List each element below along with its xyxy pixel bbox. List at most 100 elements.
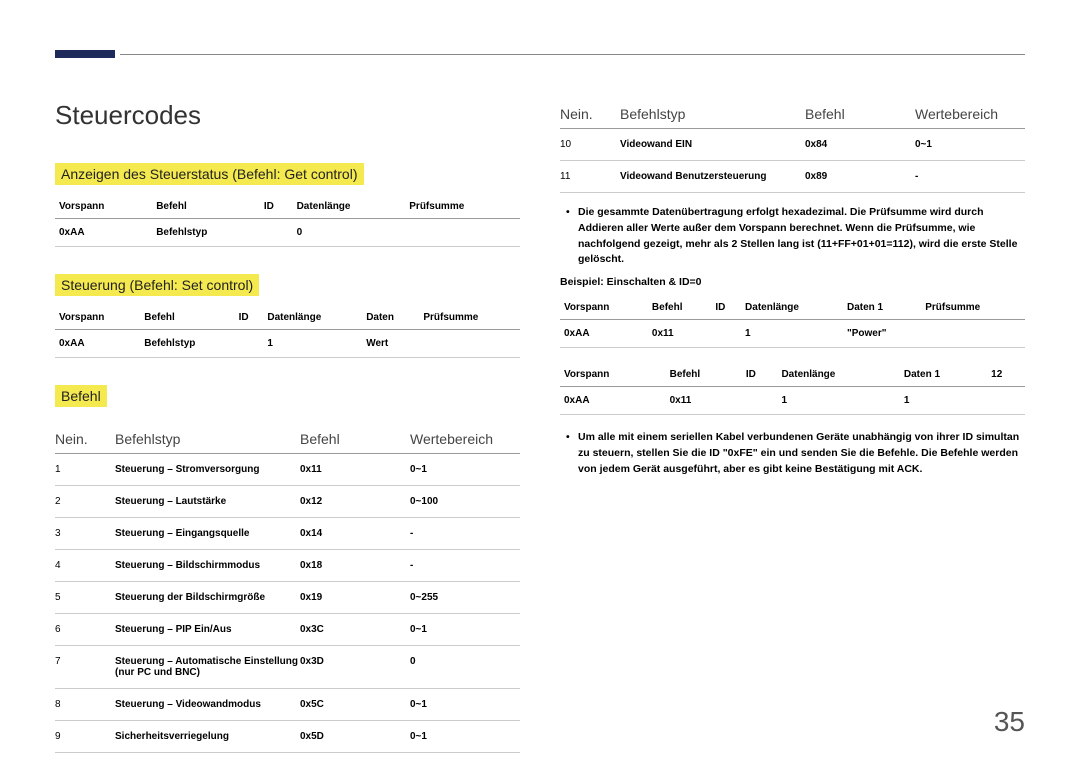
cmd-code: 0x5C [300, 699, 410, 710]
cmd-n: 9 [55, 731, 115, 742]
cmd-head-range: Wertebereich [915, 106, 1025, 122]
note1: Die gesammte Datenübertragung erfolgt he… [560, 205, 1025, 268]
td: 0x11 [666, 387, 742, 415]
cmd-code: 0x11 [300, 464, 410, 475]
cmd-type: Steuerung – Automatische Einstellung (nu… [115, 656, 300, 678]
cmd-section-heading: Befehl [55, 385, 107, 407]
cmd-code: 0x18 [300, 560, 410, 571]
th: Vorspann [560, 296, 648, 320]
th: ID [235, 306, 264, 330]
th: Daten [362, 306, 419, 330]
cmd-head-type: Befehlstyp [115, 431, 300, 447]
td [987, 387, 1025, 415]
th: 12 [987, 363, 1025, 387]
th: Prüfsumme [405, 195, 520, 219]
cmd-head-nein: Nein. [560, 106, 620, 122]
cmd-range: 0~100 [410, 496, 520, 507]
td [711, 320, 741, 348]
cmd-code: 0x14 [300, 528, 410, 539]
cmd-code: 0x3D [300, 656, 410, 678]
cmd-range: - [915, 171, 1025, 182]
cmd-code: 0x3C [300, 624, 410, 635]
td: 0xAA [560, 320, 648, 348]
th: Vorspann [560, 363, 666, 387]
cmd-code: 0x84 [805, 139, 915, 150]
td: 0 [293, 219, 406, 247]
th: Datenlänge [741, 296, 843, 320]
cmd-code: 0x19 [300, 592, 410, 603]
cmd-type: Videowand EIN [620, 139, 805, 150]
cmd-n: 10 [560, 139, 620, 150]
cmd-range: 0~1 [410, 624, 520, 635]
cmd-header-row-right: Nein. Befehlstyp Befehl Wertebereich [560, 100, 1025, 129]
cmd-n: 7 [55, 656, 115, 678]
cmd-type: Steuerung der Bildschirmgröße [115, 592, 300, 603]
cmd-n: 11 [560, 171, 620, 182]
cmd-head-type: Befehlstyp [620, 106, 805, 122]
section2-heading: Steuerung (Befehl: Set control) [55, 274, 259, 296]
page-number: 35 [994, 706, 1025, 738]
example2-table: Vorspann Befehl ID Datenlänge Daten 1 12… [560, 363, 1025, 415]
cmd-n: 2 [55, 496, 115, 507]
th: Befehl [666, 363, 742, 387]
td: 0xAA [560, 387, 666, 415]
cmd-code: 0x5D [300, 731, 410, 742]
cmd-head-befehl: Befehl [300, 431, 410, 447]
td [405, 219, 520, 247]
td: 1 [777, 387, 899, 415]
td: Befehlstyp [152, 219, 260, 247]
cmd-type: Sicherheitsverriegelung [115, 731, 300, 742]
cmd-row: 7Steuerung – Automatische Einstellung (n… [55, 646, 520, 689]
cmd-head-nein: Nein. [55, 431, 115, 447]
cmd-type: Steuerung – Videowandmodus [115, 699, 300, 710]
cmd-range: 0 [410, 656, 520, 678]
cmd-n: 8 [55, 699, 115, 710]
td: 0xAA [55, 219, 152, 247]
cmd-type: Steuerung – PIP Ein/Aus [115, 624, 300, 635]
example1-table: Vorspann Befehl ID Datenlänge Daten 1 Pr… [560, 296, 1025, 348]
cmds-left-body: 1Steuerung – Stromversorgung0x110~1 2 Steu… [55, 454, 520, 753]
cmd-row: 5Steuerung der Bildschirmgröße0x190~255 [55, 582, 520, 614]
cmd-n: 1 [55, 464, 115, 475]
cmd-row: 6Steuerung – PIP Ein/Aus0x3C0~1 [55, 614, 520, 646]
cmd-n: 3 [55, 528, 115, 539]
td: Wert [362, 330, 419, 358]
td [235, 330, 264, 358]
td [921, 320, 1025, 348]
cmd-row: 2Steuerung – Lautstärke0x120~100 [55, 486, 520, 518]
cmd-row: 1Steuerung – Stromversorgung0x110~1 [55, 454, 520, 486]
cmd-header-row: Nein. Befehlstyp Befehl Wertebereich [55, 425, 520, 454]
cmd-n: 6 [55, 624, 115, 635]
cmd-row: 11Videowand Benutzersteuerung0x89- [560, 161, 1025, 193]
cmd-type: Steuerung – Bildschirmmodus [115, 560, 300, 571]
cmd-row: 4Steuerung – Bildschirmmodus0x18- [55, 550, 520, 582]
cmd-type: Videowand Benutzersteuerung [620, 171, 805, 182]
th: Vorspann [55, 195, 152, 219]
cmd-range: 0~1 [410, 731, 520, 742]
section2-table: Vorspann Befehl ID Datenlänge Daten Prüf… [55, 306, 520, 358]
cmd-code: 0x89 [805, 171, 915, 182]
td [742, 387, 778, 415]
section1-heading: Anzeigen des Steuerstatus (Befehl: Get c… [55, 163, 364, 185]
content-columns: Steuercodes Anzeigen des Steuerstatus (B… [55, 100, 1025, 753]
cmd-range: 0~255 [410, 592, 520, 603]
td: 0xAA [55, 330, 140, 358]
th: Befehl [140, 306, 234, 330]
th: Datenlänge [777, 363, 899, 387]
cmd-range: - [410, 560, 520, 571]
header-accent-bar [55, 50, 115, 58]
th: Vorspann [55, 306, 140, 330]
td: 0x11 [648, 320, 712, 348]
th: ID [711, 296, 741, 320]
cmds-right-body: 10Videowand EIN0x840~111Videowand Benutz… [560, 129, 1025, 193]
right-column: Nein. Befehlstyp Befehl Wertebereich 10V… [560, 100, 1025, 753]
header-rule [120, 54, 1025, 55]
td: Befehlstyp [140, 330, 234, 358]
cmd-head-range: Wertebereich [410, 431, 520, 447]
th: Datenlänge [293, 195, 406, 219]
cmd-range: 0~1 [410, 699, 520, 710]
cmd-code: 0x12 [300, 496, 410, 507]
cmd-row: 8Steuerung – Videowandmodus0x5C0~1 [55, 689, 520, 721]
note2: Um alle mit einem seriellen Kabel verbun… [560, 430, 1025, 477]
cmd-row: 3Steuerung – Eingangsquelle0x14- [55, 518, 520, 550]
